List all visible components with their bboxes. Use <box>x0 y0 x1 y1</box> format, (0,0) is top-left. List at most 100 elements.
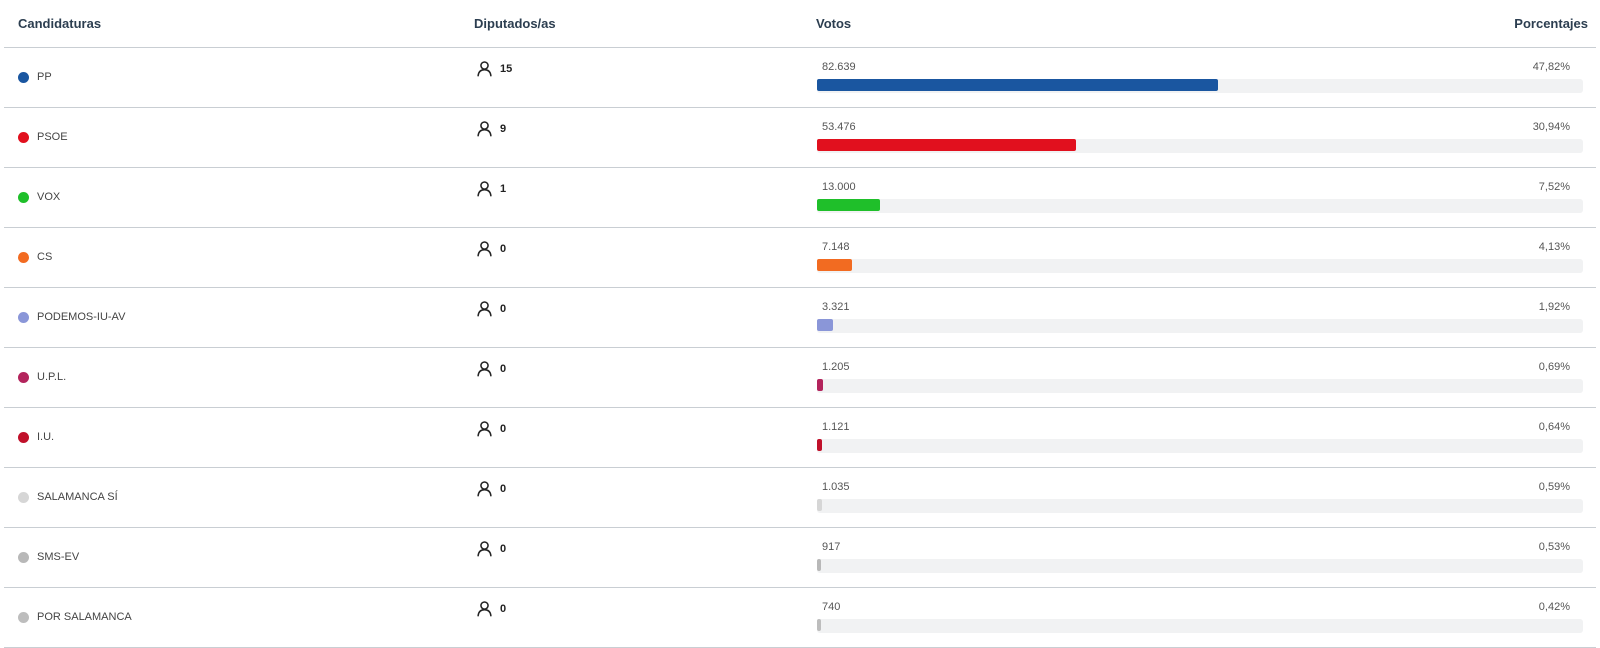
seats-count: 0 <box>500 482 507 495</box>
seats-cell: 0 <box>476 360 506 377</box>
user-icon <box>477 481 492 497</box>
party-name: SALAMANCA SÍ <box>37 491 118 503</box>
votes-count: 740 <box>822 601 841 613</box>
party-color-dot-icon <box>18 251 29 263</box>
party-cell: CS <box>18 251 52 263</box>
vote-bar-track <box>817 439 1583 453</box>
vote-bar-track <box>817 619 1583 633</box>
party-color-dot-icon <box>18 131 29 143</box>
votes-count: 13.000 <box>822 181 856 193</box>
seats-cell: 0 <box>476 420 506 437</box>
vote-bar-fill <box>817 319 833 331</box>
user-icon <box>477 421 492 437</box>
vote-percentage: 0,53% <box>1538 541 1570 553</box>
vote-percentage: 0,42% <box>1538 601 1570 613</box>
party-color-dot-icon <box>18 611 29 623</box>
table-row: PODEMOS-IU-AV 0 3.321 1,92% <box>4 288 1596 348</box>
vote-bar-fill <box>817 379 823 391</box>
votes-count: 1.121 <box>822 421 850 433</box>
vote-percentage: 0,69% <box>1538 361 1570 373</box>
vote-bar-track <box>817 259 1583 273</box>
vote-percentage: 0,59% <box>1538 481 1570 493</box>
votes-count: 917 <box>822 541 841 553</box>
table-row: U.P.L. 0 1.205 0,69% <box>4 348 1596 408</box>
seats-count: 9 <box>500 122 507 135</box>
vote-bar-fill <box>817 199 880 211</box>
party-name: PP <box>37 71 52 83</box>
vote-bar-fill <box>817 259 852 271</box>
vote-bar-track <box>817 139 1583 153</box>
table-row: VOX 1 13.000 7,52% <box>4 168 1596 228</box>
party-color-dot-icon <box>18 491 29 503</box>
seats-cell: 15 <box>476 60 512 77</box>
user-icon <box>477 361 492 377</box>
party-color-dot-icon <box>18 371 29 383</box>
vote-bar-track <box>817 379 1583 393</box>
user-icon <box>477 301 492 317</box>
seats-cell: 0 <box>476 540 506 557</box>
seats-cell: 0 <box>476 480 506 497</box>
vote-bar-track <box>817 499 1583 513</box>
party-name: POR SALAMANCA <box>37 611 132 623</box>
table-row: SALAMANCA SÍ 0 1.035 0,59% <box>4 468 1596 528</box>
vote-percentage: 7,52% <box>1538 181 1570 193</box>
party-color-dot-icon <box>18 311 29 323</box>
header-diputados: Diputados/as <box>474 16 556 31</box>
table-row: CS 0 7.148 4,13% <box>4 228 1596 288</box>
votes-count: 53.476 <box>822 121 856 133</box>
vote-bar-fill <box>817 559 821 571</box>
party-name: CS <box>37 251 53 263</box>
party-color-dot-icon <box>18 191 29 203</box>
seats-count: 0 <box>500 362 507 375</box>
vote-bar-fill <box>817 439 822 451</box>
vote-bar-track <box>817 79 1583 93</box>
header-porcentajes: Porcentajes <box>1514 16 1588 31</box>
votes-count: 1.035 <box>822 481 850 493</box>
seats-count: 1 <box>500 182 507 195</box>
vote-bar-track <box>817 559 1583 573</box>
vote-bar-track <box>817 199 1583 213</box>
seats-cell: 9 <box>476 120 506 137</box>
party-color-dot-icon <box>18 431 29 443</box>
table-row: I.U. 0 1.121 0,64% <box>4 408 1596 468</box>
vote-bar-track <box>817 319 1583 333</box>
party-cell: VOX <box>18 191 60 203</box>
vote-bar-fill <box>817 499 822 511</box>
table-row: SMS-EV 0 917 0,53% <box>4 528 1596 588</box>
vote-percentage: 47,82% <box>1532 61 1570 73</box>
user-icon <box>477 61 492 77</box>
header-votos: Votos <box>816 16 852 31</box>
vote-percentage: 4,13% <box>1538 241 1570 253</box>
seats-cell: 1 <box>476 180 506 197</box>
party-cell: I.U. <box>18 431 54 443</box>
vote-bar-fill <box>817 619 821 631</box>
party-color-dot-icon <box>18 551 29 563</box>
seats-cell: 0 <box>476 240 506 257</box>
votes-count: 82.639 <box>822 61 856 73</box>
party-name: U.P.L. <box>37 371 67 383</box>
votes-count: 1.205 <box>822 361 850 373</box>
seats-count: 0 <box>500 602 507 615</box>
votes-count: 3.321 <box>822 301 850 313</box>
table-header: Candidaturas Diputados/as Votos Porcenta… <box>4 0 1596 48</box>
user-icon <box>477 541 492 557</box>
user-icon <box>477 121 492 137</box>
party-cell: U.P.L. <box>18 371 66 383</box>
party-cell: POR SALAMANCA <box>18 611 132 623</box>
party-cell: PODEMOS-IU-AV <box>18 311 125 323</box>
seats-count: 0 <box>500 302 507 315</box>
user-icon <box>477 601 492 617</box>
party-name: I.U. <box>37 431 55 443</box>
vote-percentage: 30,94% <box>1532 121 1570 133</box>
seats-count: 15 <box>500 62 513 75</box>
party-cell: PSOE <box>18 131 68 143</box>
user-icon <box>477 181 492 197</box>
results-table: Candidaturas Diputados/as Votos Porcenta… <box>4 0 1596 648</box>
party-name: SMS-EV <box>37 551 80 563</box>
table-row: PP 15 82.639 47,82% <box>4 48 1596 108</box>
vote-bar-fill <box>817 79 1218 91</box>
party-name: PSOE <box>37 131 68 143</box>
party-name: PODEMOS-IU-AV <box>37 311 126 323</box>
votes-count: 7.148 <box>822 241 850 253</box>
seats-cell: 0 <box>476 600 506 617</box>
